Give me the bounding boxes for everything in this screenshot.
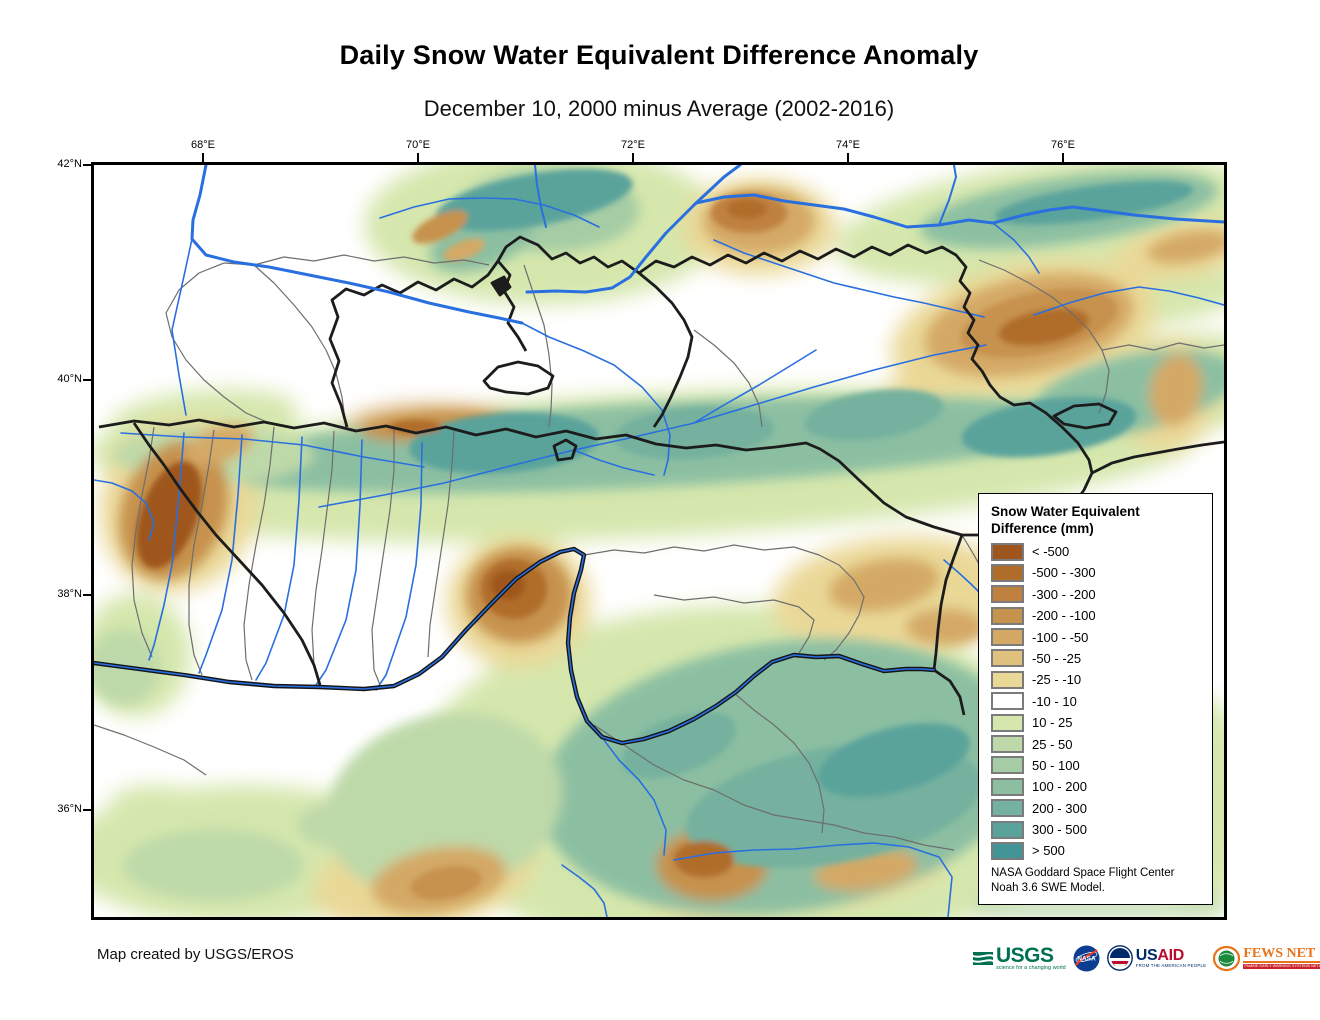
legend-class-label: -10 - 10 [1032,693,1077,709]
raster-core-layer [136,169,1194,900]
fewsnet-logo-tagline: FAMINE EARLY WARNING SYSTEMS NETWORK [1243,964,1320,969]
legend-class-label: 25 - 50 [1032,736,1073,752]
axis-label-y: 36°N [57,803,82,815]
legend-class-label: 300 - 500 [1032,822,1087,838]
legend-class-label: 100 - 200 [1032,779,1087,795]
legend-swatch [991,563,1024,582]
legend-note-line2: Noah 3.6 SWE Model. [991,881,1105,894]
axis-label-y: 38°N [57,588,82,600]
axis-tick-x [632,153,634,163]
legend-row: -50 - -25 [991,649,1212,668]
legend-row: 100 - 200 [991,777,1212,796]
legend-swatch [991,670,1024,689]
legend-class-label: < -500 [1032,544,1070,559]
nasa-logo: NASA [1073,945,1100,972]
legend-row: > 500 [991,841,1212,860]
watershed-boundaries-gray [94,254,1224,851]
legend-row: -300 - -200 [991,585,1212,604]
legend-row: -100 - -50 [991,628,1212,647]
usgs-logo: USGS science for a changing world [972,943,1066,971]
page-title: Daily Snow Water Equivalent Difference A… [339,40,979,70]
rivers-thick [190,165,1224,325]
legend-row: 300 - 500 [991,820,1212,839]
legend-row: < -500 [991,542,1212,561]
logo-strip: USGS science for a changing world NASA U… [972,940,1320,976]
legend-swatch [991,649,1024,668]
fewsnet-logo: FEWS NET FAMINE EARLY WARNING SYSTEMS NE… [1213,945,1320,972]
axis-label-y: 42°N [57,158,82,170]
legend-row: -25 - -10 [991,670,1212,689]
map-frame [91,162,1227,920]
usaid-logo-text: USAID [1135,947,1185,964]
legend-row: 200 - 300 [991,799,1212,818]
legend-row: -500 - -300 [991,563,1212,582]
panj-river [94,546,937,746]
legend-title-line2: Difference (mm) [991,521,1094,536]
legend: Snow Water Equivalent Difference (mm) < … [978,493,1213,905]
legend-class-label: -500 - -300 [1032,565,1096,581]
axis-label-x: 76°E [1051,139,1075,151]
legend-swatch [991,585,1024,604]
legend-rows: < -500 -500 - -300 -300 - -200 -200 - -100 -… [991,542,1212,860]
legend-row: 50 - 100 [991,756,1212,775]
legend-class-label: -50 - -25 [1032,650,1082,666]
legend-class-label: > 500 [1032,843,1065,859]
legend-class-label: 200 - 300 [1032,800,1087,816]
credit-text: Map created by USGS/EROS [97,946,294,963]
svg-text:NASA: NASA [1077,955,1096,962]
usaid-seal-icon [1106,945,1133,971]
legend-swatch [991,756,1024,775]
legend-class-label: -25 - -10 [1032,672,1082,688]
legend-title-line1: Snow Water Equivalent [991,504,1140,519]
legend-swatch [991,606,1024,625]
legend-class-label: -300 - -200 [1032,586,1096,602]
anomaly-map-svg [94,165,1224,917]
axis-tick-x [1062,153,1064,163]
axis-tick-y [83,164,93,166]
usaid-logo-tagline: FROM THE AMERICAN PEOPLE [1135,963,1207,968]
axis-tick-x [202,153,204,163]
legend-note: NASA Goddard Space Flight Center Noah 3.… [991,866,1212,895]
legend-class-label: 50 - 100 [1032,757,1080,773]
legend-swatch [991,713,1024,732]
usgs-waves-icon [973,952,993,965]
legend-row: -200 - -100 [991,606,1212,625]
fewsnet-globe-icon [1213,945,1241,971]
axis-tick-x [847,153,849,163]
legend-swatch [991,542,1024,561]
axis-tick-y [83,594,93,596]
legend-swatch [991,628,1024,647]
axis-tick-y [83,809,93,811]
legend-swatch [991,777,1024,796]
usaid-logo: USAID FROM THE AMERICAN PEOPLE [1106,945,1207,971]
axis-tick-x [417,153,419,163]
usgs-logo-text: USGS [996,943,1054,967]
legend-row: 10 - 25 [991,713,1212,732]
axis-label-x: 68°E [191,139,215,151]
legend-row: -10 - 10 [991,692,1212,711]
axis-label-x: 72°E [621,139,645,151]
axis-label-x: 74°E [836,139,860,151]
legend-class-label: -200 - -100 [1032,608,1096,624]
legend-swatch [991,820,1024,839]
legend-swatch [991,799,1024,818]
axis-label-y: 40°N [57,373,82,385]
page-subtitle: December 10, 2000 minus Average (2002-20… [423,96,895,121]
rivers-thin [94,197,1224,917]
legend-class-label: -100 - -50 [1032,629,1089,645]
legend-row: 25 - 50 [991,735,1212,754]
usgs-logo-tagline: science for a changing world [996,964,1066,971]
watershed-boundaries-black [98,235,1224,716]
axis-tick-y [83,379,93,381]
legend-swatch [991,841,1024,860]
legend-swatch [991,735,1024,754]
legend-swatch [991,692,1024,711]
fewsnet-logo-text: FEWS NET [1243,947,1320,963]
legend-note-line1: NASA Goddard Space Flight Center [991,867,1175,880]
axis-label-x: 70°E [406,139,430,151]
nasa-meatball-icon: NASA [1073,945,1100,971]
legend-class-label: 10 - 25 [1032,715,1073,731]
